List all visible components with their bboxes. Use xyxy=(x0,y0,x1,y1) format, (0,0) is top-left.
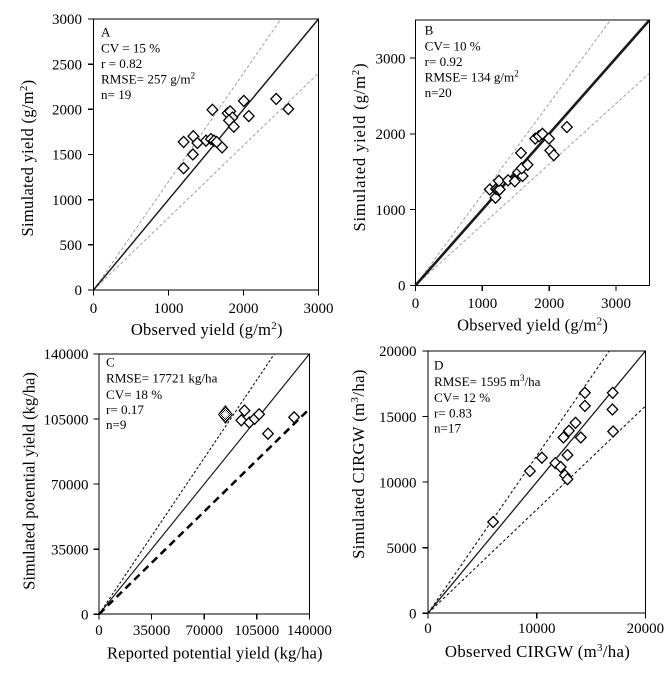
svg-text:0: 0 xyxy=(75,283,83,299)
svg-text:140000: 140000 xyxy=(287,623,332,639)
svg-text:0: 0 xyxy=(424,621,432,637)
svg-text:RMSE= 257 g/m2: RMSE= 257 g/m2 xyxy=(101,70,195,86)
svg-text:3000: 3000 xyxy=(52,12,82,28)
svg-text:105000: 105000 xyxy=(234,623,279,639)
svg-text:Reported potential yield (kg/h: Reported potential yield (kg/ha) xyxy=(107,643,323,662)
svg-text:1000: 1000 xyxy=(52,193,82,209)
svg-text:20000: 20000 xyxy=(627,621,665,637)
svg-text:Simulated yield (g/m2): Simulated yield (g/m2) xyxy=(18,80,37,237)
svg-text:RMSE= 17721 kg/ha: RMSE= 17721 kg/ha xyxy=(106,370,218,385)
svg-text:35000: 35000 xyxy=(51,542,89,558)
svg-text:10000: 10000 xyxy=(379,475,417,491)
svg-text:2000: 2000 xyxy=(534,296,564,312)
svg-text:3000: 3000 xyxy=(601,296,631,312)
svg-text:Observed yield (g/m2): Observed yield (g/m2) xyxy=(457,316,608,335)
svg-text:70000: 70000 xyxy=(185,623,223,639)
svg-text:Simulated yield (g/m2): Simulated yield (g/m2) xyxy=(350,62,369,231)
svg-text:RMSE= 1595 m3/ha: RMSE= 1595 m3/ha xyxy=(434,373,541,389)
svg-text:CV= 12 %: CV= 12 % xyxy=(434,390,490,405)
svg-text:D: D xyxy=(434,358,443,373)
svg-text:n=9: n=9 xyxy=(106,417,127,432)
svg-text:3000: 3000 xyxy=(304,301,334,317)
svg-text:Observed yield (g/m2): Observed yield (g/m2) xyxy=(131,320,283,339)
svg-text:35000: 35000 xyxy=(133,623,171,639)
svg-text:3000: 3000 xyxy=(376,51,406,67)
svg-text:1500: 1500 xyxy=(52,148,82,164)
svg-text:1000: 1000 xyxy=(467,296,497,312)
svg-text:Observed CIRGW (m3/ha): Observed CIRGW (m3/ha) xyxy=(445,642,630,661)
svg-text:1000: 1000 xyxy=(376,203,406,219)
svg-text:n= 19: n= 19 xyxy=(101,87,132,102)
svg-text:B: B xyxy=(425,23,434,38)
svg-text:105000: 105000 xyxy=(44,412,89,428)
svg-text:0: 0 xyxy=(95,623,103,639)
svg-text:5000: 5000 xyxy=(387,541,417,557)
svg-text:r= 0.83: r= 0.83 xyxy=(434,406,472,421)
svg-text:1000: 1000 xyxy=(154,301,184,317)
svg-text:r= 0.17: r= 0.17 xyxy=(106,402,144,417)
svg-text:r= 0.92: r= 0.92 xyxy=(425,54,463,69)
svg-text:A: A xyxy=(101,24,111,39)
svg-text:0: 0 xyxy=(90,301,98,317)
svg-text:0: 0 xyxy=(398,279,406,295)
svg-text:500: 500 xyxy=(60,238,83,254)
svg-text:CV = 15 %: CV = 15 % xyxy=(101,40,160,55)
svg-text:CV= 10 %: CV= 10 % xyxy=(425,38,481,53)
svg-text:10000: 10000 xyxy=(518,621,556,637)
svg-text:140000: 140000 xyxy=(44,347,89,363)
svg-text:20000: 20000 xyxy=(379,344,417,360)
svg-text:RMSE= 134 g/m2: RMSE= 134 g/m2 xyxy=(425,69,519,85)
svg-text:0: 0 xyxy=(81,607,89,623)
svg-text:0: 0 xyxy=(409,606,417,622)
svg-text:2000: 2000 xyxy=(52,103,82,119)
svg-text:Simulated CIRGW (m3/ha): Simulated CIRGW (m3/ha) xyxy=(349,369,368,559)
svg-text:CV= 18 %: CV= 18 % xyxy=(106,387,162,402)
svg-text:C: C xyxy=(106,354,115,369)
svg-text:r = 0.82: r = 0.82 xyxy=(101,56,142,71)
svg-text:0: 0 xyxy=(412,296,420,312)
svg-text:70000: 70000 xyxy=(51,477,89,493)
svg-text:2000: 2000 xyxy=(376,127,406,143)
svg-text:n=17: n=17 xyxy=(434,420,461,435)
svg-text:Simulated potential yield (kg/: Simulated potential yield (kg/ha) xyxy=(20,372,39,590)
svg-text:n=20: n=20 xyxy=(425,85,452,100)
svg-text:2000: 2000 xyxy=(229,301,259,317)
svg-text:15000: 15000 xyxy=(379,410,417,426)
svg-text:2500: 2500 xyxy=(52,57,82,73)
